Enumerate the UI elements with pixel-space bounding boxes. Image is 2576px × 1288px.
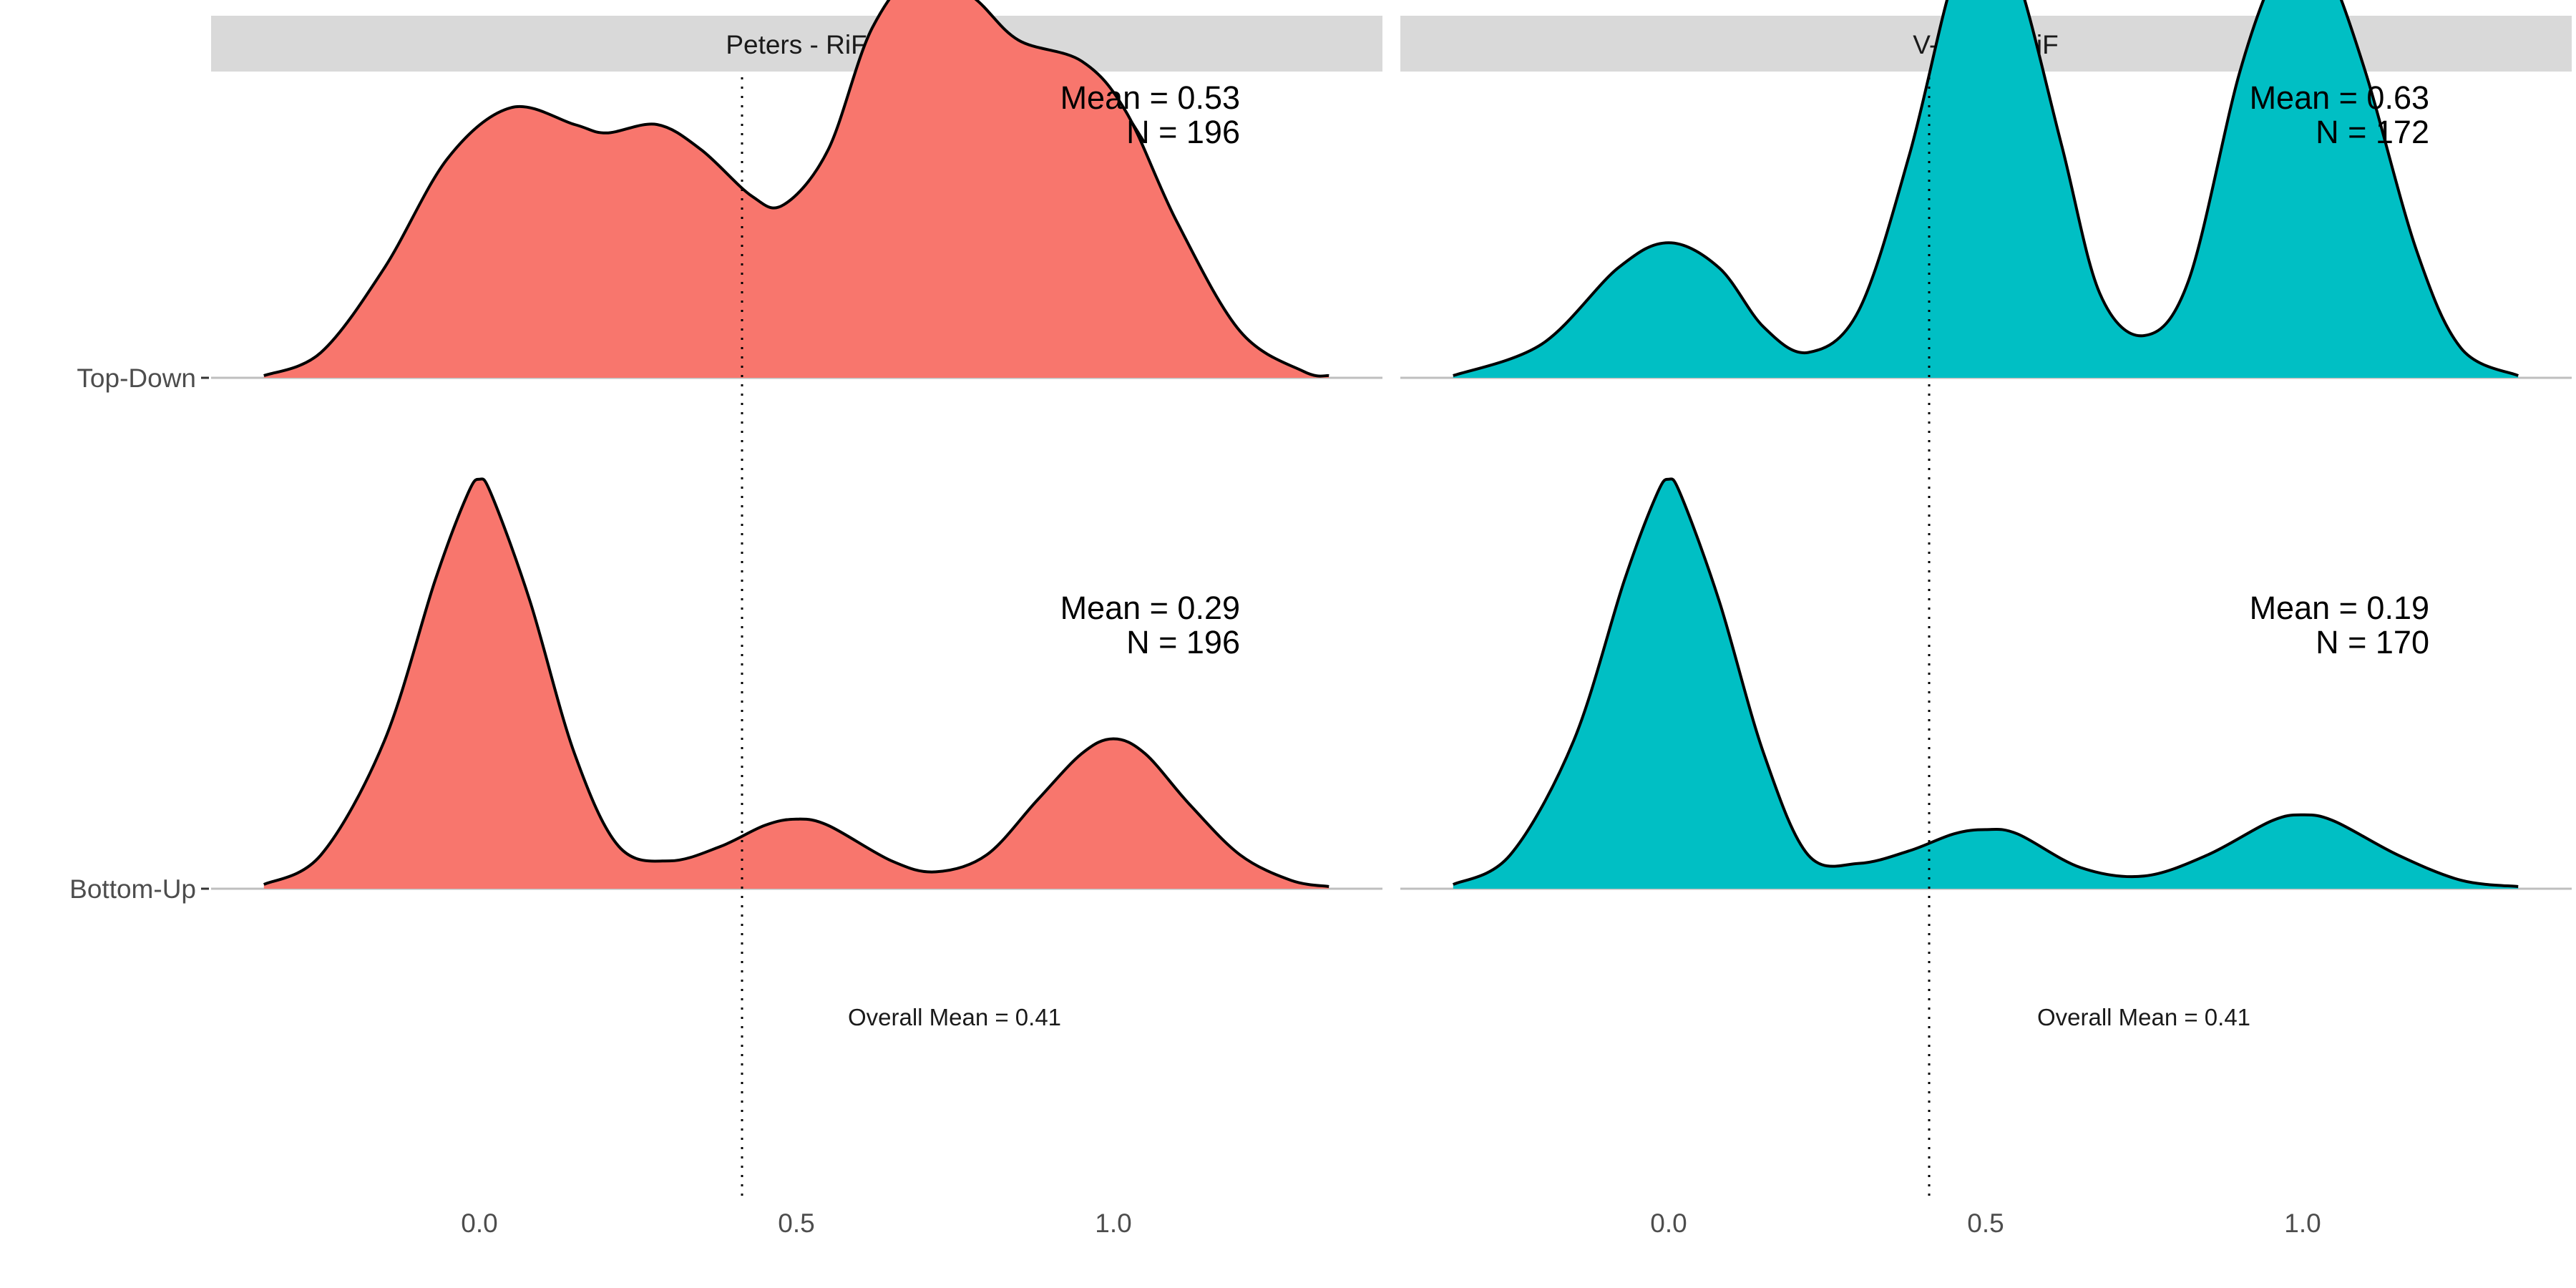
density-area-bottom-up bbox=[1453, 479, 2519, 889]
x-tick-label: 1.0 bbox=[1095, 1209, 1131, 1238]
mean-label-top: Mean = 0.63 bbox=[2250, 79, 2429, 116]
ridges-group bbox=[211, 0, 1382, 890]
n-label-top: N = 196 bbox=[1126, 114, 1240, 150]
y-axis: Top-Down Bottom-Up bbox=[69, 364, 209, 904]
n-label-bottom: N = 196 bbox=[1126, 624, 1240, 660]
density-outline-bottom-up bbox=[1452, 477, 2519, 888]
density-area-top-down bbox=[1453, 0, 2519, 378]
x-axis: 0.0 0.5 1.0 bbox=[461, 1209, 1131, 1238]
x-tick-label: 0.0 bbox=[461, 1209, 497, 1238]
x-tick-label: 0.5 bbox=[1967, 1209, 2004, 1238]
density-area-top-down bbox=[263, 0, 1330, 378]
x-axis: 0.0 0.5 1.0 bbox=[1650, 1209, 2321, 1238]
overall-mean-label: Overall Mean = 0.41 bbox=[2037, 1004, 2250, 1030]
density-area-bottom-up bbox=[263, 479, 1330, 889]
panel-peters: Peters - RiF Overall Mean = 0.41 Mean = … bbox=[211, 0, 1382, 1238]
x-tick-label: 1.0 bbox=[2284, 1209, 2321, 1238]
density-outline-bottom-up bbox=[263, 477, 1330, 888]
n-label-top: N = 172 bbox=[2316, 114, 2429, 150]
panel-strip bbox=[211, 16, 1382, 72]
y-category-label-top-down: Top-Down bbox=[77, 364, 196, 393]
density-outline-top-down bbox=[1453, 0, 2519, 377]
n-label-bottom: N = 170 bbox=[2316, 624, 2429, 660]
density-outline-top-down bbox=[263, 0, 1330, 378]
x-tick-label: 0.0 bbox=[1650, 1209, 1687, 1238]
mean-label-top: Mean = 0.53 bbox=[1060, 79, 1240, 116]
ridges-group bbox=[1400, 0, 2572, 890]
x-tick-label: 0.5 bbox=[778, 1209, 814, 1238]
mean-label-bottom: Mean = 0.19 bbox=[2250, 590, 2429, 626]
overall-mean-label: Overall Mean = 0.41 bbox=[848, 1004, 1061, 1030]
panel-title: Peters - RiF bbox=[726, 30, 867, 59]
mean-label-bottom: Mean = 0.29 bbox=[1060, 590, 1240, 626]
panel-vdem: V-Dem - RiF Overall Mean = 0.41 Mean = 0… bbox=[1400, 0, 2572, 1238]
y-category-label-bottom-up: Bottom-Up bbox=[69, 874, 196, 904]
